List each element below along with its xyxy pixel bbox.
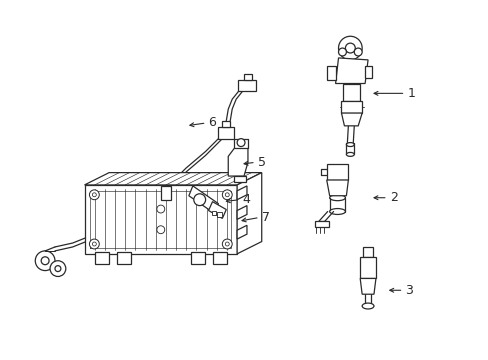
Polygon shape bbox=[237, 225, 246, 239]
Polygon shape bbox=[365, 66, 371, 78]
Circle shape bbox=[35, 251, 55, 271]
Polygon shape bbox=[360, 257, 375, 278]
Polygon shape bbox=[341, 113, 362, 126]
Circle shape bbox=[222, 190, 232, 200]
Bar bbox=[238, 80, 255, 91]
Text: 1: 1 bbox=[407, 87, 414, 100]
Text: 2: 2 bbox=[389, 191, 397, 204]
Polygon shape bbox=[218, 127, 234, 139]
Ellipse shape bbox=[346, 143, 353, 147]
Polygon shape bbox=[326, 164, 347, 180]
Bar bbox=[234, 176, 245, 182]
Polygon shape bbox=[326, 180, 347, 196]
Ellipse shape bbox=[362, 303, 373, 309]
Bar bbox=[213, 252, 227, 264]
Circle shape bbox=[345, 43, 355, 53]
Bar bbox=[222, 121, 230, 127]
Circle shape bbox=[193, 194, 205, 206]
Bar bbox=[95, 252, 109, 264]
Bar bbox=[314, 221, 328, 227]
Polygon shape bbox=[326, 66, 335, 80]
Text: 5: 5 bbox=[257, 156, 265, 169]
Text: 7: 7 bbox=[261, 211, 269, 224]
Polygon shape bbox=[228, 148, 247, 176]
Circle shape bbox=[55, 266, 61, 271]
Circle shape bbox=[89, 190, 99, 200]
Text: 6: 6 bbox=[208, 116, 216, 129]
Bar bbox=[217, 212, 222, 217]
Circle shape bbox=[92, 193, 96, 197]
Polygon shape bbox=[84, 172, 261, 185]
Bar bbox=[117, 252, 130, 264]
Circle shape bbox=[225, 242, 229, 246]
Circle shape bbox=[338, 48, 346, 56]
Ellipse shape bbox=[329, 208, 345, 215]
Bar bbox=[244, 74, 251, 80]
Circle shape bbox=[237, 139, 244, 147]
Polygon shape bbox=[360, 278, 375, 294]
Circle shape bbox=[157, 226, 164, 234]
Polygon shape bbox=[188, 186, 218, 213]
Ellipse shape bbox=[346, 152, 353, 156]
Circle shape bbox=[89, 239, 99, 249]
Polygon shape bbox=[208, 202, 226, 219]
Text: 4: 4 bbox=[242, 193, 249, 206]
Circle shape bbox=[338, 36, 362, 60]
Bar bbox=[211, 211, 216, 215]
Polygon shape bbox=[84, 185, 237, 254]
Circle shape bbox=[225, 193, 229, 197]
Text: 3: 3 bbox=[405, 284, 412, 297]
Circle shape bbox=[41, 257, 49, 265]
Polygon shape bbox=[335, 58, 367, 84]
Polygon shape bbox=[237, 172, 261, 254]
Polygon shape bbox=[341, 101, 362, 113]
Circle shape bbox=[92, 242, 96, 246]
Circle shape bbox=[50, 261, 66, 276]
Polygon shape bbox=[237, 186, 246, 200]
Polygon shape bbox=[237, 206, 246, 219]
Polygon shape bbox=[363, 247, 372, 257]
Circle shape bbox=[222, 239, 232, 249]
Circle shape bbox=[157, 205, 164, 213]
Circle shape bbox=[353, 48, 362, 56]
Polygon shape bbox=[343, 84, 360, 101]
Ellipse shape bbox=[329, 195, 345, 201]
Bar bbox=[190, 252, 204, 264]
Bar bbox=[161, 186, 171, 200]
